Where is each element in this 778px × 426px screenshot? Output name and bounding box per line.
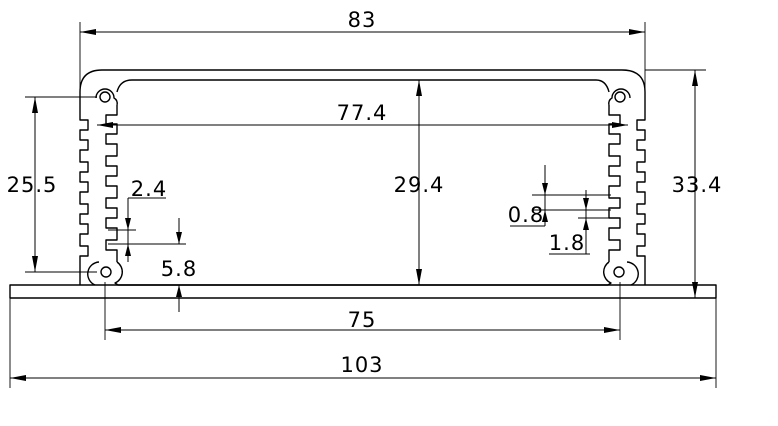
right-bottom-boss-hole (613, 266, 625, 278)
left-bottom-boss (87, 261, 123, 286)
left-top-boss-hole (99, 91, 111, 103)
label-103: 103 (340, 353, 383, 377)
label-75: 75 (348, 308, 377, 332)
right-top-boss (608, 88, 631, 106)
right-wall-fins (636, 98, 646, 285)
dimension-labels: 83 77.4 29.4 33.4 25.5 2.4 5.8 0.8 1.8 7… (7, 8, 723, 377)
extension-lines (9, 22, 717, 388)
label-2-4: 2.4 (131, 177, 167, 201)
label-33-4: 33.4 (672, 173, 723, 197)
right-bottom-boss (603, 261, 639, 286)
base-flange (9, 284, 717, 299)
right-top-boss-hole (614, 91, 626, 103)
left-wall-inner-fins (105, 105, 118, 262)
profile-outline (9, 69, 717, 299)
label-0-8: 0.8 (508, 203, 544, 227)
label-5-8: 5.8 (161, 257, 197, 281)
label-77-4: 77.4 (337, 101, 388, 125)
label-29-4: 29.4 (394, 173, 445, 197)
top-shell (79, 69, 646, 98)
label-25-5: 25.5 (7, 173, 58, 197)
left-wall-fins (79, 98, 89, 285)
label-1-8: 1.8 (549, 231, 585, 255)
dimension-lines (10, 29, 716, 381)
label-83: 83 (348, 8, 377, 32)
left-top-boss (95, 88, 118, 106)
right-wall-inner-fins (608, 105, 621, 262)
top-shell-inner (116, 79, 610, 93)
left-bottom-boss-hole (100, 266, 112, 278)
